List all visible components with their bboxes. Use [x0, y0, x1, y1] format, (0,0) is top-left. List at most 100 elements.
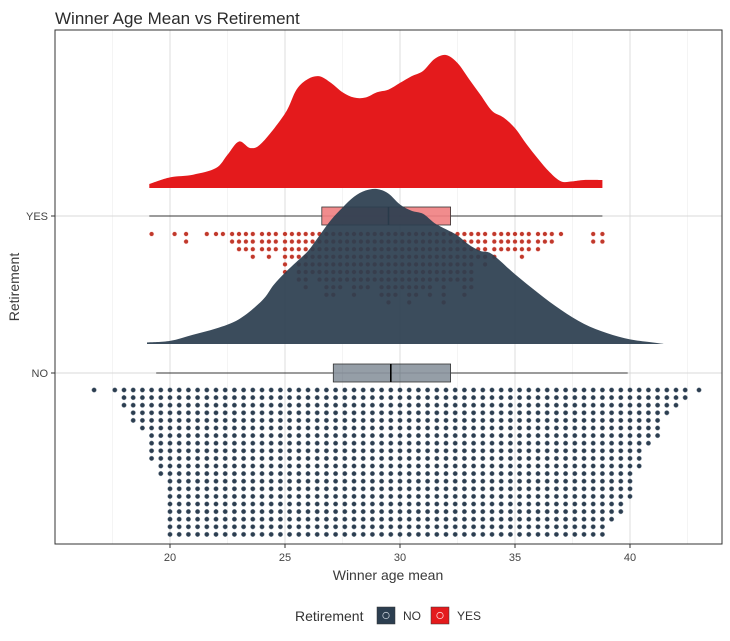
dot-no: [158, 425, 164, 431]
dot-no: [517, 455, 523, 461]
dot-no: [222, 493, 228, 499]
dot-no: [369, 417, 375, 423]
dot-no: [213, 410, 219, 416]
dot-no: [323, 448, 329, 454]
dot-no: [397, 455, 403, 461]
dot-no: [388, 463, 394, 469]
dot-no: [185, 486, 191, 492]
dot-yes: [519, 239, 525, 245]
dot-no: [158, 395, 164, 401]
dot-yes: [303, 231, 309, 237]
dot-no: [259, 486, 265, 492]
dot-no: [645, 402, 651, 408]
dot-no: [682, 387, 688, 393]
dot-no: [268, 425, 274, 431]
dot-no: [305, 486, 311, 492]
dot-no: [452, 463, 458, 469]
dot-no: [553, 524, 559, 530]
dot-no: [158, 402, 164, 408]
dot-no: [443, 509, 449, 515]
dot-no: [268, 501, 274, 507]
dot-yes: [229, 239, 235, 245]
dot-no: [342, 509, 348, 515]
dot-no: [526, 516, 532, 522]
dot-no: [581, 471, 587, 477]
dot-no: [581, 455, 587, 461]
dot-no: [498, 433, 504, 439]
dot-no: [544, 417, 550, 423]
dot-yes: [183, 231, 189, 237]
dot-no: [434, 425, 440, 431]
dot-no: [645, 395, 651, 401]
dot-no: [268, 440, 274, 446]
dot-no: [277, 455, 283, 461]
dot-no: [627, 463, 633, 469]
dot-no: [452, 387, 458, 393]
dot-no: [241, 448, 247, 454]
dot-no: [388, 402, 394, 408]
dot-no: [333, 387, 339, 393]
dot-no: [397, 417, 403, 423]
dot-no: [222, 448, 228, 454]
dot-no: [572, 433, 578, 439]
dot-no: [636, 455, 642, 461]
dot-no: [388, 417, 394, 423]
dot-no: [314, 425, 320, 431]
x-tick-label: 25: [279, 552, 291, 564]
dot-no: [388, 425, 394, 431]
dot-no: [314, 433, 320, 439]
dot-yes: [558, 231, 564, 237]
dot-no: [185, 433, 191, 439]
dot-no: [241, 463, 247, 469]
dot-no: [268, 402, 274, 408]
dot-no: [489, 493, 495, 499]
dot-no: [130, 402, 136, 408]
dot-no: [195, 471, 201, 477]
dot-no: [480, 486, 486, 492]
dot-no: [425, 493, 431, 499]
dot-no: [195, 395, 201, 401]
dot-no: [461, 509, 467, 515]
dot-no: [581, 509, 587, 515]
dot-yes: [491, 239, 497, 245]
dot-no: [379, 501, 385, 507]
dot-no: [222, 455, 228, 461]
dot-yes: [229, 231, 235, 237]
dot-no: [379, 516, 385, 522]
dot-no: [581, 410, 587, 416]
dot-no: [314, 410, 320, 416]
dot-no: [489, 433, 495, 439]
dot-no: [406, 486, 412, 492]
dot-no: [213, 440, 219, 446]
dot-no: [231, 463, 237, 469]
dot-no: [406, 417, 412, 423]
dot-no: [443, 531, 449, 537]
dot-no: [91, 387, 97, 393]
dot-no: [443, 516, 449, 522]
dot-no: [250, 387, 256, 393]
dot-no: [461, 524, 467, 530]
dot-no: [213, 448, 219, 454]
dot-no: [167, 463, 173, 469]
dot-yes: [505, 231, 511, 237]
dot-no: [581, 478, 587, 484]
dot-no: [195, 433, 201, 439]
dot-yes: [243, 239, 249, 245]
plot-border: [54, 29, 723, 545]
dot-yes: [542, 231, 548, 237]
dot-no: [535, 471, 541, 477]
dot-no: [296, 387, 302, 393]
dot-no: [563, 478, 569, 484]
dot-no: [655, 425, 661, 431]
dot-no: [498, 448, 504, 454]
dot-no: [250, 448, 256, 454]
dot-no: [268, 395, 274, 401]
dot-no: [323, 387, 329, 393]
dot-no: [314, 486, 320, 492]
dot-no: [627, 387, 633, 393]
dot-no: [241, 501, 247, 507]
dot-no: [590, 410, 596, 416]
dot-no: [397, 471, 403, 477]
dot-no: [333, 410, 339, 416]
dot-no: [489, 410, 495, 416]
